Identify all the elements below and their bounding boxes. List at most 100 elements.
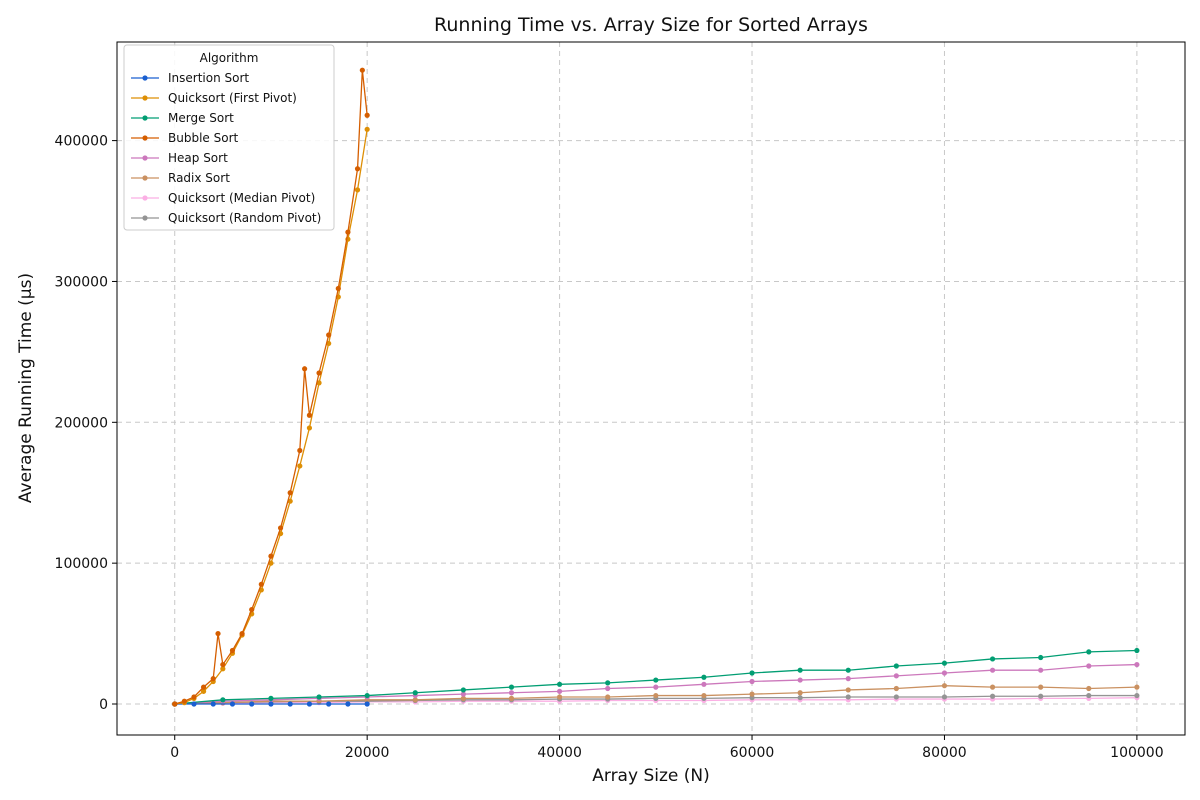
data-point <box>200 688 207 694</box>
data-point <box>556 688 563 694</box>
data-point <box>893 663 899 669</box>
data-point <box>345 701 351 707</box>
data-point <box>508 684 515 690</box>
legend-item-merge-sort: Merge Sort <box>131 111 234 125</box>
legend-swatch-marker <box>142 135 148 141</box>
data-point <box>335 285 341 292</box>
y-axis-label: Average Running Time (μs) <box>16 273 36 503</box>
x-tick-label: 40000 <box>537 745 582 761</box>
data-point <box>239 630 245 637</box>
data-point <box>302 366 308 372</box>
data-point <box>797 667 803 673</box>
data-point <box>845 687 851 693</box>
data-point <box>326 332 332 338</box>
data-point <box>249 701 255 707</box>
data-point <box>249 607 255 613</box>
data-point <box>1038 684 1044 690</box>
data-point <box>229 701 236 707</box>
data-point <box>191 694 197 700</box>
data-point <box>749 691 755 697</box>
legend: Algorithm Insertion Sort Quicksort (First… <box>123 44 335 231</box>
legend-swatch-marker <box>142 75 148 81</box>
x-tick-label: 60000 <box>730 745 775 761</box>
data-point <box>653 677 659 683</box>
legend-item-bubble-sort: Bubble Sort <box>131 131 238 145</box>
data-point <box>1134 684 1140 690</box>
x-tick-label: 20000 <box>345 745 390 761</box>
data-point <box>701 674 707 680</box>
data-point <box>229 647 236 654</box>
legend-items: Insertion Sort Quicksort (First Pivot) Mer… <box>131 71 321 225</box>
data-point <box>1038 667 1044 673</box>
data-point <box>701 692 707 699</box>
data-point <box>556 681 563 687</box>
x-tick-label: 100000 <box>1110 745 1163 761</box>
data-point <box>460 691 466 697</box>
legend-item-heap-sort: Heap Sort <box>131 151 228 165</box>
data-point <box>306 701 313 707</box>
data-point <box>941 694 948 700</box>
data-point <box>1134 692 1140 699</box>
data-point <box>749 670 755 676</box>
data-point <box>215 630 221 637</box>
series-bubble-sort <box>172 67 370 707</box>
data-point <box>797 690 803 696</box>
legend-label: Insertion Sort <box>168 71 249 85</box>
legend-swatch-marker <box>142 175 148 181</box>
data-point <box>989 656 996 662</box>
legend-item-insertion-sort: Insertion Sort <box>131 71 249 85</box>
data-point <box>364 701 370 707</box>
data-point <box>845 694 851 700</box>
data-point <box>941 683 948 689</box>
data-point <box>220 666 226 672</box>
data-point <box>326 701 332 707</box>
y-tick-label: 300000 <box>55 274 108 290</box>
data-point <box>1086 649 1092 655</box>
series-layer <box>172 67 1140 707</box>
data-point <box>893 685 899 692</box>
y-tick-label: 0 <box>99 697 108 713</box>
data-point <box>749 678 755 685</box>
legend-item-quicksort-first-pivot: Quicksort (First Pivot) <box>131 91 297 105</box>
legend-label: Quicksort (Median Pivot) <box>168 191 315 205</box>
data-point <box>268 553 274 559</box>
data-point <box>412 697 418 703</box>
legend-label: Quicksort (First Pivot) <box>168 91 297 105</box>
data-point <box>287 490 293 496</box>
data-point <box>220 661 226 668</box>
axis-ticks: 0 20000 40000 60000 80000 100000 0 100000 200000… <box>55 134 1164 761</box>
x-tick-label: 0 <box>170 745 179 761</box>
data-point <box>845 676 851 682</box>
data-point <box>210 676 216 682</box>
series-merge-sort <box>172 647 1140 707</box>
data-point <box>359 67 365 73</box>
data-point <box>297 447 303 454</box>
legend-swatch-marker <box>142 95 148 101</box>
data-point <box>701 681 707 687</box>
data-point <box>1038 654 1044 661</box>
data-point <box>345 229 351 235</box>
data-point <box>220 697 226 703</box>
data-point <box>287 701 293 707</box>
data-point <box>508 690 515 696</box>
plot-frame <box>116 41 1186 736</box>
data-point <box>556 694 563 700</box>
data-point <box>181 698 187 704</box>
legend-item-quicksort-random-pivot: Quicksort (Random Pivot) <box>131 211 321 225</box>
legend-item-quicksort-median-pivot: Quicksort (Median Pivot) <box>131 191 315 205</box>
legend-label: Heap Sort <box>168 151 228 165</box>
legend-box <box>123 44 335 231</box>
data-point <box>412 690 418 696</box>
data-point <box>200 684 207 690</box>
data-point <box>508 695 515 701</box>
data-point <box>1038 693 1044 699</box>
data-point <box>354 166 361 172</box>
x-axis-label: Array Size (N) <box>592 766 709 786</box>
data-point <box>268 695 274 701</box>
y-tick-label: 100000 <box>55 556 108 572</box>
data-point <box>316 694 322 700</box>
data-point <box>364 126 370 132</box>
x-tick-label: 80000 <box>922 745 967 761</box>
y-tick-label: 200000 <box>55 415 108 431</box>
data-point <box>1086 692 1092 699</box>
